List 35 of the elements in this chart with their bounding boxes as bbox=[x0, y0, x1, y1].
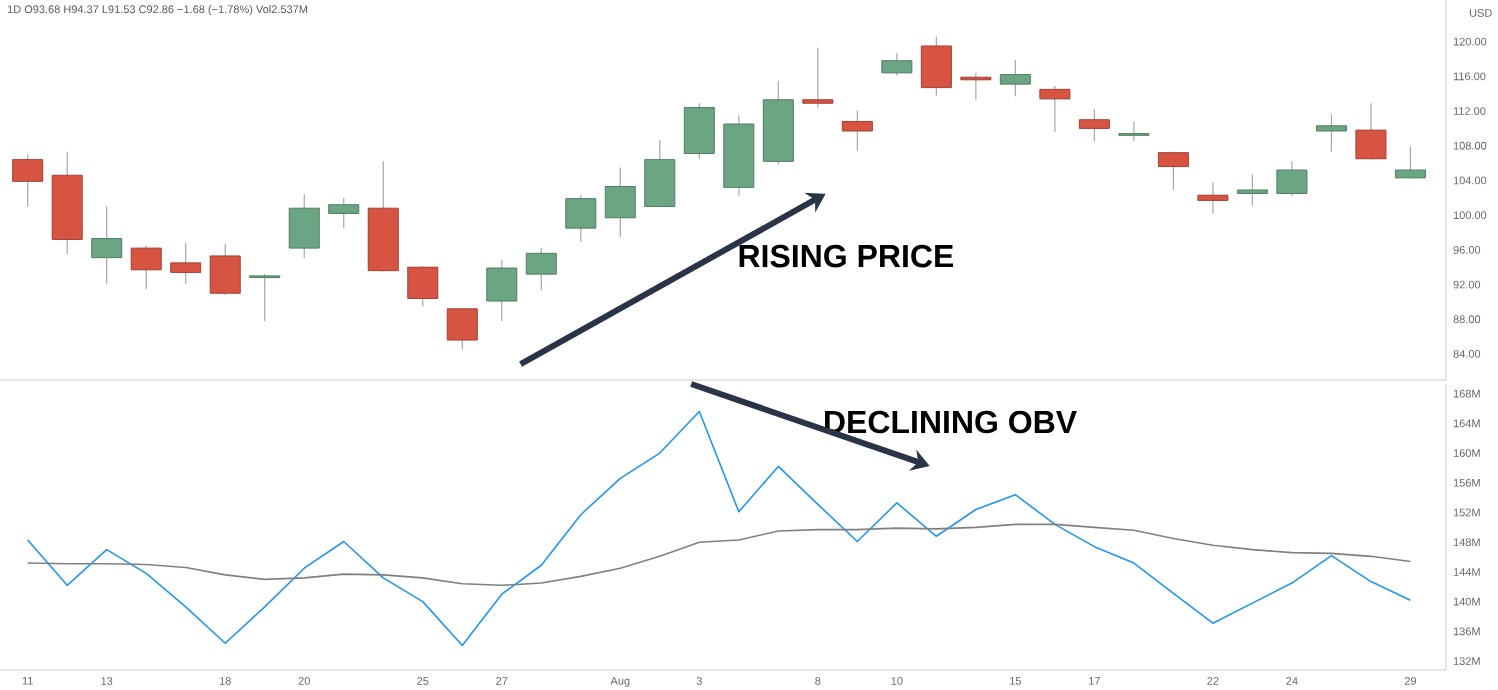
candlestick bbox=[12, 153, 44, 208]
candlestick bbox=[328, 197, 360, 229]
line-series bbox=[26, 410, 1412, 647]
candlestick bbox=[1315, 113, 1347, 153]
annotation: RISING PRICE bbox=[739, 244, 954, 268]
candlestick bbox=[1236, 173, 1268, 207]
candlestick bbox=[407, 265, 439, 307]
annotation: DECLINING OBV bbox=[825, 410, 1077, 434]
candlestick bbox=[1078, 108, 1110, 143]
candlestick bbox=[604, 166, 636, 238]
candlestick bbox=[920, 35, 952, 97]
candlestick bbox=[288, 193, 320, 259]
line-series bbox=[26, 523, 1412, 587]
candlestick bbox=[644, 139, 676, 208]
candlestick bbox=[802, 47, 834, 109]
candlestick bbox=[999, 59, 1031, 97]
candlestick bbox=[841, 110, 873, 152]
candlestick bbox=[881, 52, 913, 77]
candlestick bbox=[1118, 120, 1150, 143]
candlestick bbox=[1355, 102, 1387, 161]
candlestick bbox=[486, 259, 518, 322]
candlestick bbox=[446, 307, 478, 351]
candlestick bbox=[565, 194, 597, 243]
candlestick bbox=[170, 242, 202, 285]
candlestick bbox=[209, 243, 241, 296]
candlestick bbox=[249, 273, 281, 322]
candlestick bbox=[130, 244, 162, 290]
candlestick bbox=[683, 102, 715, 160]
candlestick bbox=[525, 247, 557, 291]
candlestick bbox=[1394, 146, 1426, 180]
candlestick bbox=[1197, 181, 1229, 215]
candlestick bbox=[1276, 160, 1308, 197]
candlestick bbox=[1039, 85, 1071, 133]
candlestick bbox=[1157, 151, 1189, 191]
candlestick bbox=[91, 205, 123, 285]
